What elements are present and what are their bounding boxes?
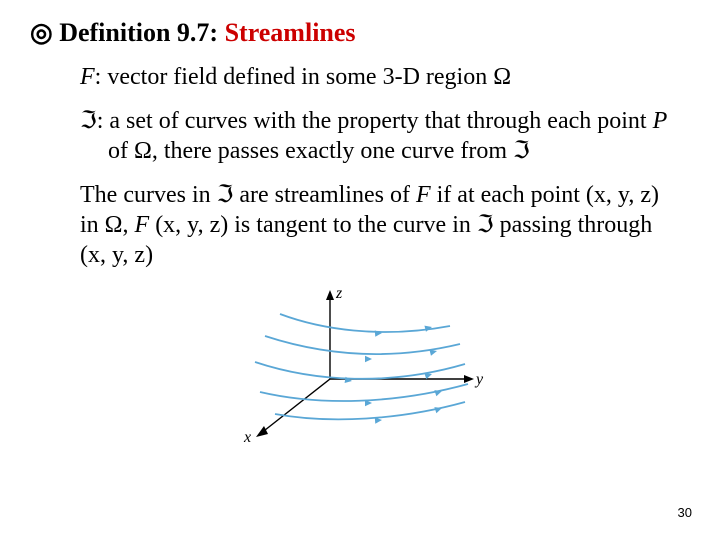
para-F-text: : vector field defined in some 3-D regio… xyxy=(95,64,511,90)
streamlines-diagram: z y x xyxy=(30,284,690,449)
x-axis-label: x xyxy=(243,429,251,444)
page-number: 30 xyxy=(678,505,692,520)
streamline-arrowhead xyxy=(365,356,372,362)
slide-root: ◎ Definition 9.7: Streamlines F: vector … xyxy=(0,0,720,540)
para-streamline-def: The curves in ℑ are streamlines of F if … xyxy=(80,180,680,270)
streamline-curves xyxy=(255,314,468,419)
streamline-arrowhead xyxy=(345,377,352,383)
para-I-text2: of Ω, there passes exactly one curve fro… xyxy=(108,138,530,164)
axes-group: z y x xyxy=(243,285,484,444)
z-axis-label: z xyxy=(335,285,343,302)
streamline-curve xyxy=(280,314,450,332)
point-xyz-1: (x, y, z) xyxy=(586,182,659,208)
main-t2: if at each point xyxy=(431,182,586,208)
y-axis-label: y xyxy=(474,371,484,388)
y-axis-arrow xyxy=(464,375,474,383)
heading-prefix: Definition 9.7: xyxy=(59,18,218,47)
symbol-P: P xyxy=(653,108,668,134)
streamline-arrows xyxy=(345,326,442,424)
heading-title: Streamlines xyxy=(225,18,356,47)
x-axis xyxy=(260,379,330,434)
main-t3: in Ω, xyxy=(80,212,135,238)
para-vector-field: F: vector field defined in some 3-D regi… xyxy=(80,62,640,92)
para-I-text1: : a set of curves with the property that… xyxy=(97,108,653,134)
main-t4: is tangent to the curve in ℑ passing thr… xyxy=(228,212,652,238)
point-xyz-2: (x, y, z) xyxy=(155,212,228,238)
streamline-curve xyxy=(255,362,465,379)
streamline-arrowhead xyxy=(434,407,442,413)
z-axis-arrow xyxy=(326,290,334,300)
streamline-arrowhead xyxy=(434,390,442,396)
bullet-marker: ◎ xyxy=(30,18,53,47)
para-curve-set: ℑ: a set of curves with the property tha… xyxy=(80,106,668,166)
diagram-svg: z y x xyxy=(220,284,500,444)
symbol-I: ℑ xyxy=(80,108,97,134)
main-t1: The curves in ℑ are streamlines of xyxy=(80,182,416,208)
main-F1: F xyxy=(416,182,431,208)
definition-heading: ◎ Definition 9.7: Streamlines xyxy=(30,18,690,48)
symbol-F: F xyxy=(80,64,95,90)
x-axis-arrow xyxy=(256,426,268,437)
streamline-arrowhead xyxy=(429,350,437,356)
main-F2: F xyxy=(135,212,150,238)
point-xyz-3: (x, y, z) xyxy=(80,242,153,268)
